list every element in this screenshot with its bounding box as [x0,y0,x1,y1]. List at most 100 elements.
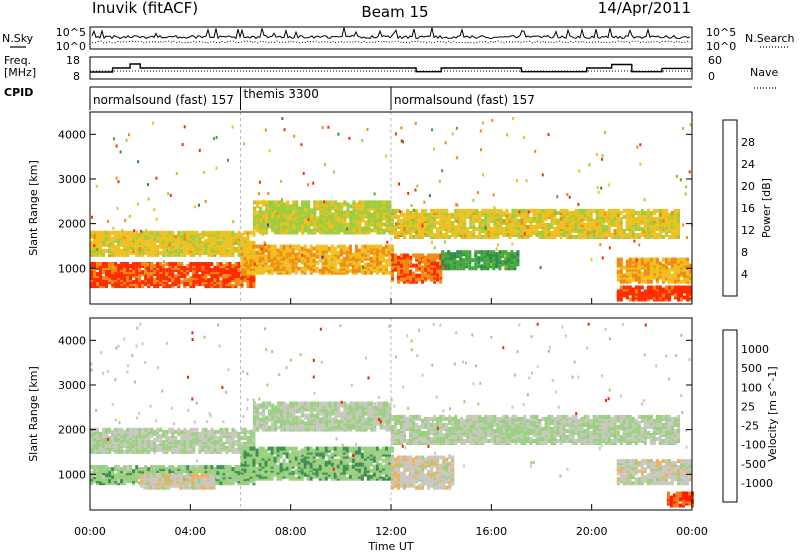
power-cell [535,208,539,213]
power-cell [465,262,469,267]
velocity-cell [147,435,151,440]
y-tick-label: 4000 [58,128,86,141]
power-cell [634,223,638,227]
velocity-cell [152,477,156,482]
velocity-cell [222,469,226,474]
power-cell [259,210,263,215]
power-cell [132,248,136,253]
power-cell [589,227,593,231]
power-cell [268,204,272,209]
power-cell [427,255,431,260]
power-speckle [145,229,148,233]
power-cell [477,256,481,261]
power-cell [357,252,361,257]
power-cell [375,250,379,255]
power-cell [415,255,419,260]
power-cell [486,262,490,267]
power-cell [483,258,487,263]
power-cell [457,208,461,213]
power-cell [652,223,656,227]
power-cell [421,279,425,284]
power-cell [141,230,145,235]
power-cell [613,223,617,227]
power-speckle [639,143,642,147]
power-cell [502,210,506,215]
power-speckle [346,227,348,231]
power-cell [219,262,223,266]
power-cell [535,225,539,229]
power-cell [135,268,139,273]
power-cell [568,210,572,215]
power-cell [613,229,617,233]
power-cell [358,200,362,205]
power-cell [433,253,437,258]
power-cell [468,252,472,257]
velocity-cell [183,465,187,470]
power-cell [147,240,151,245]
power-cell [436,255,440,260]
power-cell [93,268,96,273]
power-cell [625,285,629,290]
power-cell [483,252,487,257]
power-cell [336,244,340,249]
power-cell [418,253,422,258]
velocity-cell [219,477,223,482]
velocity-cell [117,447,121,452]
power-cell [400,218,403,223]
velocity-cell [209,473,213,478]
power-cell [415,225,419,229]
power-cell [670,285,674,290]
power-cell [234,278,238,283]
velocity-cell [111,471,115,476]
power-cell [240,256,244,261]
power-cell [376,230,380,235]
power-speckle [400,139,403,143]
power-cell [318,268,322,273]
power-cell [195,230,199,235]
power-cell [301,200,305,205]
power-cell [418,255,422,260]
power-speckle [384,154,387,158]
power-cell [649,275,653,280]
power-cell [225,268,229,273]
power-cell [307,200,311,205]
power-speckle [504,254,507,258]
power-cell [96,230,99,235]
power-cell [673,257,677,262]
velocity-cell [206,473,210,478]
power-cell [366,270,370,275]
power-cell [138,248,142,253]
power-cell [646,285,650,290]
power-cell [433,233,437,237]
power-cell [670,214,674,219]
power-cell [186,230,190,235]
velocity-cell [203,485,207,490]
power-cell [274,212,278,217]
power-cell [90,270,93,275]
power-speckle [547,133,550,137]
power-cell [360,248,364,253]
power-cell [453,252,457,257]
power-cell [643,271,647,276]
power-cell [340,202,344,207]
power-speckle [300,143,303,147]
power-cell [553,208,557,213]
velocity-cell [159,465,163,470]
velocity-cell [176,483,180,488]
power-cell [189,276,193,281]
power-cell [286,200,290,205]
power-speckle [257,192,260,196]
power-cell [403,277,406,282]
sky-noise-trace [91,27,691,40]
velocity-cell [90,465,93,470]
velocity-cell [117,465,121,470]
power-cell [523,229,527,233]
power-cell [114,262,118,266]
power-cell [619,210,623,215]
power-cell [268,200,272,205]
power-speckle [578,169,581,173]
power-cell [625,277,629,282]
power-cell [219,230,223,235]
power-cell [547,227,551,231]
power-cell [288,244,292,249]
